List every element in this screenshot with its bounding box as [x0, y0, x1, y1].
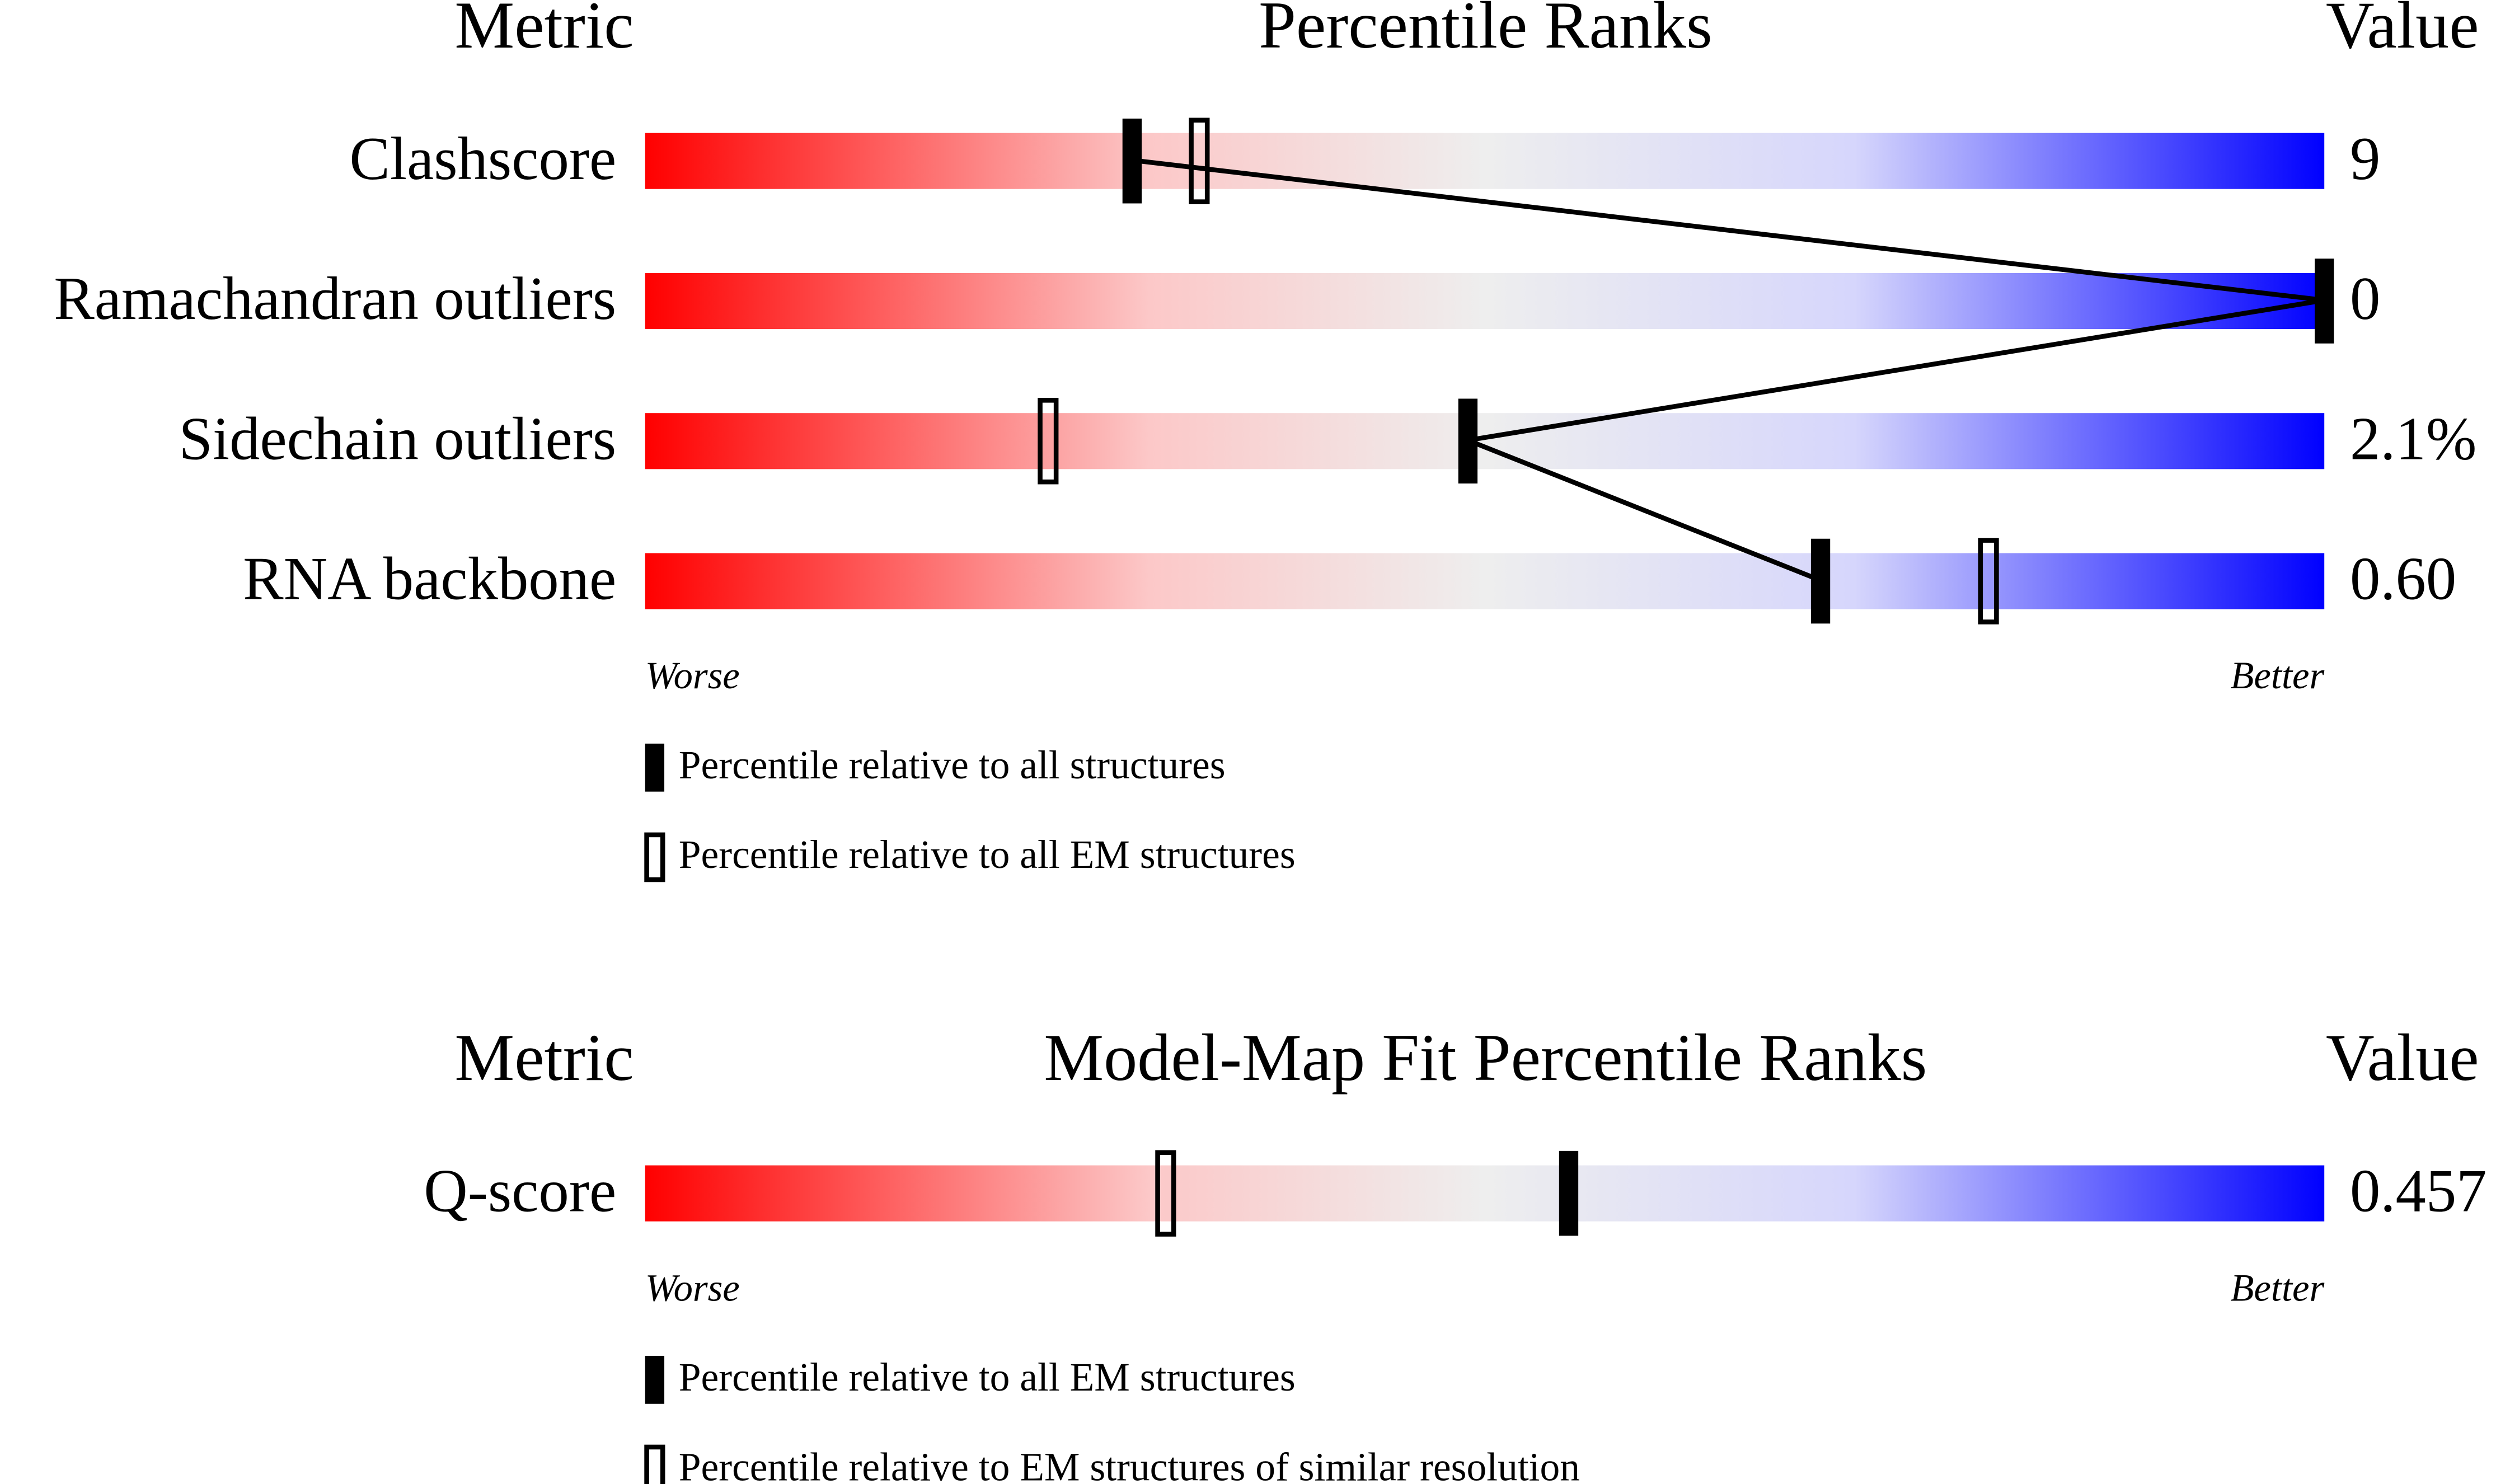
worse-label: Worse — [645, 1266, 740, 1309]
metric-label: RNA backbone — [243, 545, 616, 613]
percentile-bar — [645, 413, 2325, 469]
chart-title: Model-Map Fit Percentile Ranks — [1044, 1020, 1927, 1095]
better-label: Better — [2231, 1266, 2325, 1309]
percentile-marker — [1458, 398, 1478, 484]
percentile-marker-open — [1189, 118, 1210, 204]
percentile-bar — [645, 133, 2325, 189]
legend-marker-open — [644, 832, 665, 882]
percentile-marker-open — [1978, 538, 1999, 624]
metric-label: Ramachandran outliers — [54, 265, 616, 332]
worse-label: Worse — [645, 654, 740, 697]
legend-marker — [645, 743, 665, 792]
legend-label: Percentile relative to all structures — [679, 743, 1226, 787]
percentile-marker — [1559, 1150, 1579, 1236]
metric-value: 0.60 — [2350, 545, 2456, 613]
metric-value: 2.1% — [2350, 405, 2476, 472]
metric-header: Metric — [454, 1020, 634, 1095]
metric-value: 0 — [2350, 265, 2380, 332]
connector-line — [1132, 158, 2325, 583]
value-header: Value — [2326, 0, 2479, 62]
percentile-marker-open — [1155, 1150, 1176, 1237]
percentile-marker — [1810, 538, 1831, 624]
percentile-bar — [645, 553, 2325, 609]
metric-header: Metric — [454, 0, 634, 62]
metric-label: Q-score — [424, 1157, 616, 1225]
percentile-bar — [645, 273, 2325, 330]
percentile-marker — [1122, 118, 1142, 204]
legend-label: Percentile relative to EM structures of … — [679, 1445, 1580, 1484]
legend-label: Percentile relative to all EM structures — [679, 1355, 1296, 1400]
metric-value: 0.457 — [2350, 1157, 2487, 1225]
percentile-marker-open — [1038, 398, 1059, 485]
value-header: Value — [2326, 1020, 2479, 1095]
metric-label: Sidechain outliers — [179, 405, 616, 472]
legend-marker — [645, 1355, 665, 1404]
better-label: Better — [2231, 654, 2325, 697]
metric-label: Clashscore — [349, 125, 616, 192]
legend-label: Percentile relative to all EM structures — [679, 833, 1296, 877]
percentile-bar — [645, 1165, 2325, 1222]
metric-value: 9 — [2350, 125, 2380, 192]
chart-title: Percentile Ranks — [1259, 0, 1713, 62]
percentile-marker — [2315, 259, 2334, 344]
legend-marker-open — [644, 1444, 665, 1484]
